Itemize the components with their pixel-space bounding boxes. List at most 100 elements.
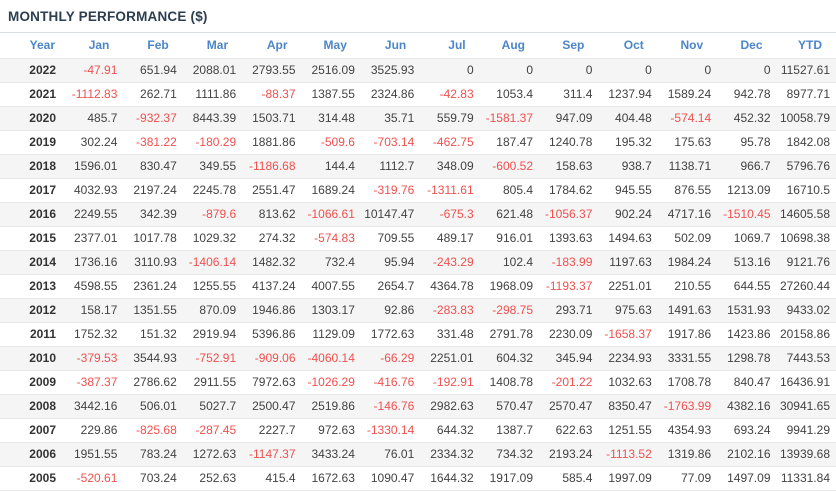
value-cell-jul: 644.32 xyxy=(420,418,480,443)
value-cell-sep: 1784.62 xyxy=(539,178,599,203)
value-cell-sep: 0 xyxy=(539,58,599,83)
value-cell-dec: 1531.93 xyxy=(717,298,777,323)
value-cell-apr: 5396.86 xyxy=(242,322,302,347)
value-cell-jan: 1752.32 xyxy=(64,322,124,347)
value-cell-mar: 2088.01 xyxy=(182,58,243,83)
year-cell: 2005 xyxy=(0,466,64,491)
value-cell-jun: 1112.7 xyxy=(360,154,421,179)
table-row-2009: 2009 -387.37 2786.62 2911.55 7972.63 -1026.29… xyxy=(0,370,836,395)
value-cell-feb: 1351.55 xyxy=(123,298,183,323)
value-cell-mar: 8443.39 xyxy=(182,106,243,131)
value-cell-jul: 2334.32 xyxy=(420,442,480,467)
value-cell-mar: -879.6 xyxy=(182,202,243,227)
value-cell-jun: -146.76 xyxy=(360,394,421,419)
value-cell-jul: 331.48 xyxy=(420,322,480,347)
value-cell-aug: 1408.78 xyxy=(479,370,539,395)
value-cell-aug: -1581.37 xyxy=(479,106,539,131)
value-cell-sep: 345.94 xyxy=(539,346,599,371)
value-cell-may: 3433.24 xyxy=(301,442,361,467)
value-cell-jun: 1772.63 xyxy=(360,322,421,347)
value-cell-may: 1672.63 xyxy=(301,466,361,491)
value-cell-mar: -1406.14 xyxy=(182,250,243,275)
value-cell-jan: 1596.01 xyxy=(64,154,124,179)
value-cell-nov: 3331.55 xyxy=(657,346,718,371)
value-cell-dec: 2102.16 xyxy=(717,442,777,467)
table-row-2010: 2010 -379.53 3544.93 -752.91 -909.06 -4060.14… xyxy=(0,346,836,371)
table-row-2012: 2012 158.17 1351.55 870.09 1946.86 1303.17 92.… xyxy=(0,298,836,323)
value-cell-sep: -1056.37 xyxy=(539,202,599,227)
table-row-2021: 2021 -1112.83 262.71 1111.86 -88.37 1387.55 23… xyxy=(0,82,836,107)
year-cell: 2012 xyxy=(0,298,64,323)
value-cell-may: 972.63 xyxy=(301,418,361,443)
value-cell-aug: 734.32 xyxy=(479,442,539,467)
value-cell-ytd: 27260.44 xyxy=(776,274,836,299)
value-cell-may: 732.4 xyxy=(301,250,361,275)
value-cell-aug: 102.4 xyxy=(479,250,539,275)
value-cell-oct: 945.55 xyxy=(598,178,658,203)
value-cell-ytd: 10698.38 xyxy=(776,226,836,251)
value-cell-nov: 1917.86 xyxy=(657,322,718,347)
value-cell-oct: 195.32 xyxy=(598,130,658,155)
table-row-2006: 2006 1951.55 783.24 1272.63 -1147.37 3433.24 7… xyxy=(0,442,836,467)
value-cell-dec: 1213.09 xyxy=(717,178,777,203)
value-cell-ytd: 5796.76 xyxy=(776,154,836,179)
value-cell-feb: 151.32 xyxy=(123,322,183,347)
value-cell-feb: 651.94 xyxy=(123,58,183,83)
value-cell-oct: 1197.63 xyxy=(598,250,658,275)
value-cell-mar: 2245.78 xyxy=(182,178,243,203)
value-cell-jan: -379.53 xyxy=(64,346,124,371)
table-row-2008: 2008 3442.16 506.01 5027.7 2500.47 2519.86 -14… xyxy=(0,394,836,419)
table-body: 2022 -47.91 651.94 2088.01 2793.55 2516.09 352… xyxy=(0,58,836,491)
value-cell-feb: 783.24 xyxy=(123,442,183,467)
value-cell-apr: 415.4 xyxy=(242,466,302,491)
value-cell-jun: 1090.47 xyxy=(360,466,421,491)
table-row-2013: 2013 4598.55 2361.24 1255.55 4137.24 4007.55 2… xyxy=(0,274,836,299)
value-cell-apr: 274.32 xyxy=(242,226,302,251)
value-cell-sep: -201.22 xyxy=(539,370,599,395)
value-cell-feb: 2197.24 xyxy=(123,178,183,203)
value-cell-ytd: 9433.02 xyxy=(776,298,836,323)
widget-title-bar: MONTHLY PERFORMANCE ($) xyxy=(0,0,836,33)
table-row-2014: 2014 1736.16 3110.93 -1406.14 1482.32 732.4 95… xyxy=(0,250,836,275)
value-cell-apr: 2500.47 xyxy=(242,394,302,419)
value-cell-feb: 3544.93 xyxy=(123,346,183,371)
value-cell-aug: 916.01 xyxy=(479,226,539,251)
value-cell-jan: 1736.16 xyxy=(64,250,124,275)
value-cell-aug: -298.75 xyxy=(479,298,539,323)
year-cell: 2009 xyxy=(0,370,64,395)
value-cell-oct: 1997.09 xyxy=(598,466,658,491)
value-cell-may: -4060.14 xyxy=(301,346,361,371)
value-cell-dec: 693.24 xyxy=(717,418,777,443)
value-cell-jan: 1951.55 xyxy=(64,442,124,467)
value-cell-jun: 10147.47 xyxy=(360,202,421,227)
value-cell-aug: 604.32 xyxy=(479,346,539,371)
value-cell-mar: 252.63 xyxy=(182,466,243,491)
value-cell-jun: -319.76 xyxy=(360,178,421,203)
value-cell-oct: 902.24 xyxy=(598,202,658,227)
value-cell-oct: 2234.93 xyxy=(598,346,658,371)
value-cell-jan: 2249.55 xyxy=(64,202,124,227)
value-cell-aug: 187.47 xyxy=(479,130,539,155)
value-cell-jan: 158.17 xyxy=(64,298,124,323)
value-cell-may: -574.83 xyxy=(301,226,361,251)
table-row-2007: 2007 229.86 -825.68 -287.45 2227.7 972.63 -133… xyxy=(0,418,836,443)
value-cell-may: 2516.09 xyxy=(301,58,361,83)
value-cell-jun: -66.29 xyxy=(360,346,421,371)
value-cell-jan: -47.91 xyxy=(64,58,124,83)
year-cell: 2010 xyxy=(0,346,64,371)
value-cell-ytd: 9121.76 xyxy=(776,250,836,275)
value-cell-oct: 1494.63 xyxy=(598,226,658,251)
year-cell: 2006 xyxy=(0,442,64,467)
column-header-feb: Feb xyxy=(123,33,183,59)
column-header-ytd: YTD xyxy=(776,33,836,59)
value-cell-jan: 2377.01 xyxy=(64,226,124,251)
value-cell-jun: -1330.14 xyxy=(360,418,421,443)
value-cell-jul: 2251.01 xyxy=(420,346,480,371)
value-cell-sep: 1240.78 xyxy=(539,130,599,155)
value-cell-jun: 709.55 xyxy=(360,226,421,251)
table-row-2022: 2022 -47.91 651.94 2088.01 2793.55 2516.09 352… xyxy=(0,58,836,83)
value-cell-sep: 585.4 xyxy=(539,466,599,491)
value-cell-dec: 452.32 xyxy=(717,106,777,131)
value-cell-mar: 349.55 xyxy=(182,154,243,179)
